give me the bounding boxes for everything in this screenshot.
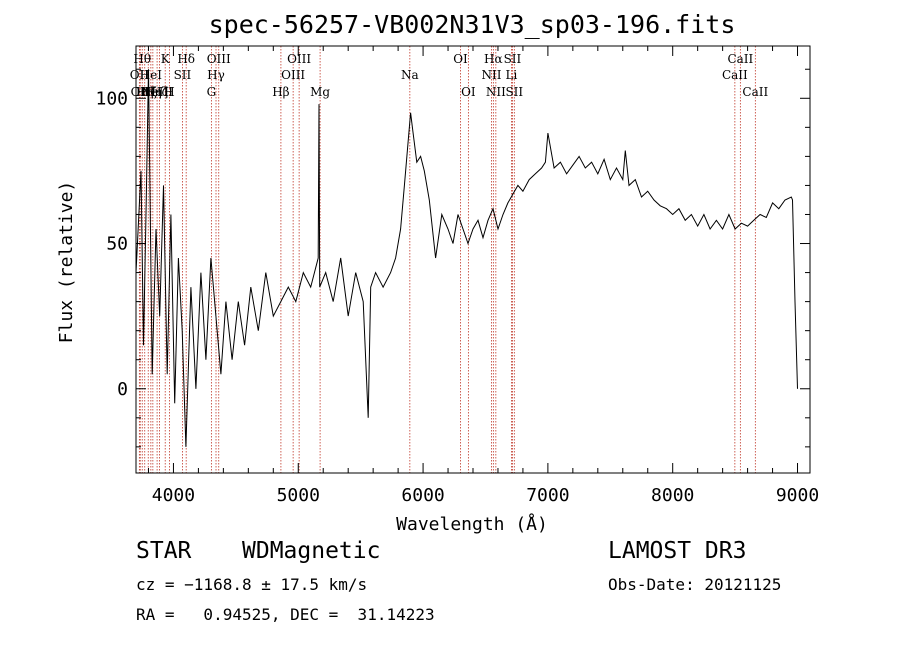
line-label-8: Hζ [151, 85, 168, 99]
survey-name: LAMOST DR3 [608, 538, 747, 564]
line-label-10: H [164, 85, 174, 99]
redshift-velocity: cz = −1168.8 ± 17.5 km/s [136, 575, 368, 594]
line-label-21: OI [453, 52, 468, 66]
line-label-1: OII [131, 85, 151, 99]
line-label-15: OIII [207, 52, 231, 66]
y-tick-label-0: 0 [117, 379, 128, 400]
line-label-9: K [161, 52, 171, 66]
line-label-11: SII [174, 68, 192, 82]
line-label-0: OII [130, 68, 150, 82]
x-axis-label: Wavelength (Å) [396, 513, 548, 535]
line-label-27: SII [504, 52, 522, 66]
line-label-2: Hθ [133, 52, 151, 66]
plot-area [135, 69, 798, 447]
x-tick-label-1: 5000 [277, 485, 320, 506]
line-label-13: G [207, 85, 217, 99]
line-label-31: CaII [742, 85, 768, 99]
line-label-12: Hδ [177, 52, 195, 66]
line-label-22: OI [461, 85, 476, 99]
line-label-17: OIII [281, 68, 305, 82]
line-label-25: NII [486, 85, 506, 99]
spectrum-chart: spec-56257-VB002N31V3_sp03-196.fits OII O… [56, 10, 819, 535]
x-tick-label-2: 6000 [401, 485, 444, 506]
object-class: STAR [136, 538, 192, 564]
x-axis-ticks: 4000 5000 6000 7000 8000 9000 [147, 46, 819, 506]
line-label-18: OIII [287, 52, 311, 66]
observation-date: Obs-Date: 20121125 [608, 575, 782, 594]
y-tick-label-1: 50 [106, 234, 128, 255]
line-label-19: Mg [310, 85, 330, 99]
object-subclass: WDMagnetic [242, 538, 381, 564]
spectrum-series-line [135, 69, 798, 447]
y-axis-ticks: 0 50 100 [95, 68, 810, 448]
line-label-30: CaII [727, 52, 753, 66]
line-label-20: Na [401, 68, 419, 82]
sky-coordinates: RA = 0.94525, DEC = 31.14223 [136, 605, 435, 624]
chart-title: spec-56257-VB002N31V3_sp03-196.fits [209, 10, 736, 39]
y-axis-label: Flux (relative) [56, 181, 77, 344]
spectral-line-markers [138, 46, 756, 473]
line-label-28: SII [505, 85, 523, 99]
x-tick-label-5: 9000 [776, 485, 819, 506]
line-label-23: NII [481, 68, 501, 82]
line-label-14: Hγ [207, 68, 225, 82]
x-tick-label-4: 8000 [651, 485, 694, 506]
line-label-29: CaII [722, 68, 748, 82]
y-tick-label-2: 100 [95, 88, 128, 109]
x-tick-label-0: 4000 [152, 485, 195, 506]
line-label-26: Li [506, 68, 518, 82]
spectral-line-labels: OIIOIIHθHηHζHeIHηNeIIIHζKHSIIHδGHγOIIIHβ… [130, 52, 769, 99]
axes-frame [135, 45, 811, 474]
line-label-16: Hβ [272, 85, 289, 99]
x-tick-label-3: 7000 [526, 485, 569, 506]
line-label-24: Hα [484, 52, 503, 66]
line-label-5: HeI [140, 68, 163, 82]
